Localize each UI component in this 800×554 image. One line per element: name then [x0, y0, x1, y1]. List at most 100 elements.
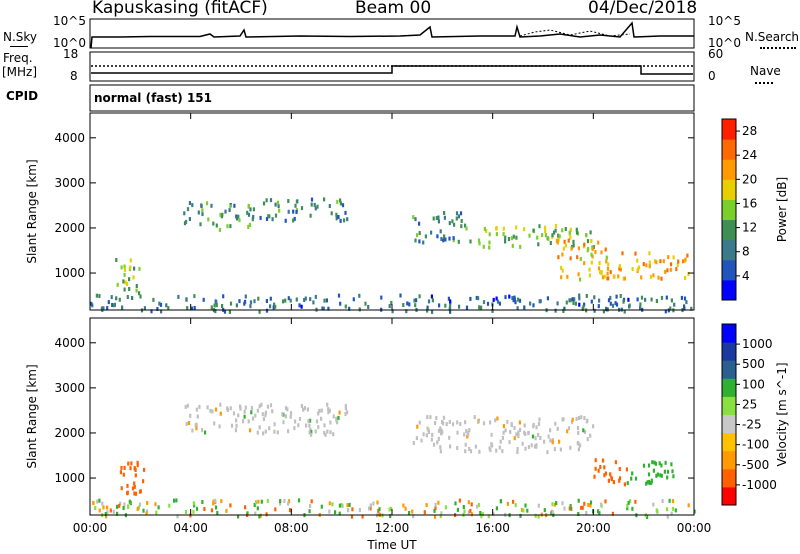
velocity-cell [120, 486, 123, 491]
power-cell [343, 218, 346, 223]
velocity-cell [264, 413, 267, 418]
velocity-cell [326, 429, 329, 434]
velocity-cell [468, 428, 471, 433]
velocity-cell [498, 445, 501, 450]
power-cell [113, 303, 116, 308]
power-cell [265, 217, 269, 221]
velocity-cell [314, 429, 317, 434]
velocity-cell [454, 501, 457, 506]
velocity-cell [492, 512, 495, 517]
power-cell [159, 302, 163, 307]
velocity-cell [123, 465, 126, 470]
velocity-cell [549, 438, 552, 443]
power-cell [339, 201, 342, 206]
velocity-cell [119, 470, 122, 475]
velocity-cell [258, 514, 261, 519]
velocity-cell [420, 438, 423, 443]
power-cell [424, 234, 427, 239]
velocity-ytick-label: 2000 [54, 426, 85, 440]
power-cell [300, 304, 303, 309]
velocity-cell [432, 442, 436, 447]
power-cell [186, 207, 190, 212]
velocity-cell [237, 413, 240, 418]
power-cell [238, 299, 241, 304]
velocity-colorbar-segment [722, 378, 736, 397]
velocity-cell [194, 423, 197, 428]
power-cell [478, 305, 481, 310]
power-cell [310, 197, 314, 202]
velocity-cell [456, 507, 459, 512]
velocity-cell [627, 500, 630, 505]
velocity-cell [332, 414, 335, 419]
power-cell [504, 235, 507, 240]
velocity-cell [127, 461, 130, 466]
power-cell [214, 309, 217, 314]
velocity-cell [198, 404, 201, 409]
nave-line [755, 82, 773, 84]
velocity-cell [289, 411, 293, 416]
velocity-cell [630, 476, 633, 481]
power-cell [684, 275, 687, 280]
velocity-cell [463, 432, 466, 437]
velocity-cell [489, 420, 492, 425]
power-cell [116, 282, 119, 287]
power-colorbar-label: 20 [742, 172, 757, 186]
power-cell [504, 239, 507, 244]
velocity-cell [389, 514, 392, 519]
velocity-cell [206, 405, 209, 410]
velocity-cell [580, 415, 583, 420]
velocity-cell [514, 503, 517, 508]
power-cell [312, 300, 315, 305]
velocity-cell [187, 421, 191, 425]
power-cell [566, 274, 569, 279]
velocity-cell [652, 502, 655, 507]
velocity-cell [653, 460, 656, 465]
velocity-cell [569, 504, 572, 509]
power-cell [640, 295, 644, 300]
velocity-cell [464, 449, 467, 454]
power-cell [585, 233, 588, 238]
velocity-cell [537, 422, 541, 426]
velocity-cell [323, 423, 326, 428]
velocity-cell [254, 413, 257, 418]
power-cell [344, 304, 347, 309]
velocity-cell [527, 430, 530, 435]
velocity-cell [212, 501, 215, 506]
power-cell [538, 224, 541, 229]
power-cell [672, 255, 675, 260]
velocity-cell [259, 513, 262, 518]
velocity-cell [582, 428, 585, 433]
velocity-cell [186, 403, 189, 408]
power-cell [237, 214, 240, 219]
velocity-cell [369, 506, 372, 511]
velocity-cell [203, 507, 206, 511]
power-cell [600, 270, 603, 275]
power-cell [573, 297, 576, 302]
velocity-cell [499, 439, 502, 444]
power-cell [177, 294, 180, 299]
nave-label: Nave [750, 64, 781, 78]
power-cell [636, 297, 639, 302]
velocity-panel [92, 402, 696, 519]
power-cell [670, 298, 673, 303]
velocity-cell [176, 514, 179, 519]
velocity-cell [94, 506, 97, 510]
power-cell [269, 198, 273, 203]
velocity-cell [98, 498, 101, 503]
power-cell [544, 225, 547, 230]
power-cell [118, 297, 121, 302]
velocity-cell [338, 511, 341, 516]
power-cell [619, 294, 622, 298]
velocity-cell [445, 422, 448, 427]
velocity-cell [368, 506, 371, 511]
power-cell [243, 301, 246, 306]
velocity-cell [214, 498, 217, 503]
power-cell [431, 298, 434, 303]
power-cell [276, 200, 280, 205]
velocity-cell [524, 446, 527, 451]
power-cell [430, 230, 433, 235]
power-cell [682, 259, 685, 264]
velocity-cell [693, 509, 696, 514]
velocity-cell [128, 499, 131, 504]
power-cell [642, 262, 645, 267]
